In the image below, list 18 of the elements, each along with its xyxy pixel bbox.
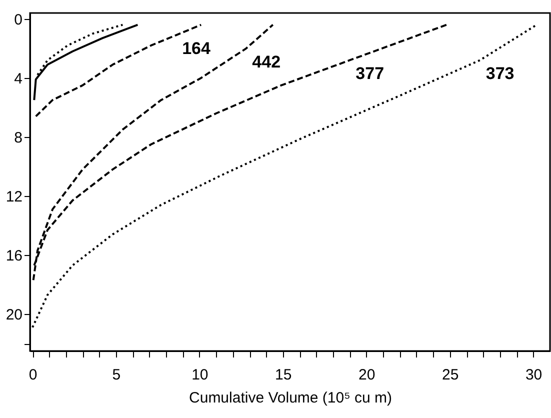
y-tick-label: 4	[14, 70, 22, 88]
series-label: 442	[252, 52, 281, 72]
y-tick-label: 0	[14, 11, 22, 28]
y-tick-label: 16	[6, 248, 22, 265]
x-tick-label: 0	[28, 366, 38, 384]
x-tick-label: 10	[192, 366, 208, 384]
x-tick-label: 5	[112, 366, 121, 384]
x-axis-title: Cumulative Volume (10⁵ cu m)	[189, 390, 392, 406]
x-tick-label: 15	[275, 366, 292, 384]
x-tick-label: 25	[442, 366, 459, 384]
y-tick-label: 8	[14, 129, 22, 146]
series-label: 377	[356, 64, 384, 84]
y-tick-label: 12	[6, 188, 22, 206]
x-tick-label: 20	[358, 366, 376, 384]
series-label: 164	[182, 39, 211, 58]
y-tick-label: 20	[6, 306, 22, 324]
x-tick-label: 30	[525, 366, 542, 384]
series-label: 373	[486, 64, 514, 84]
